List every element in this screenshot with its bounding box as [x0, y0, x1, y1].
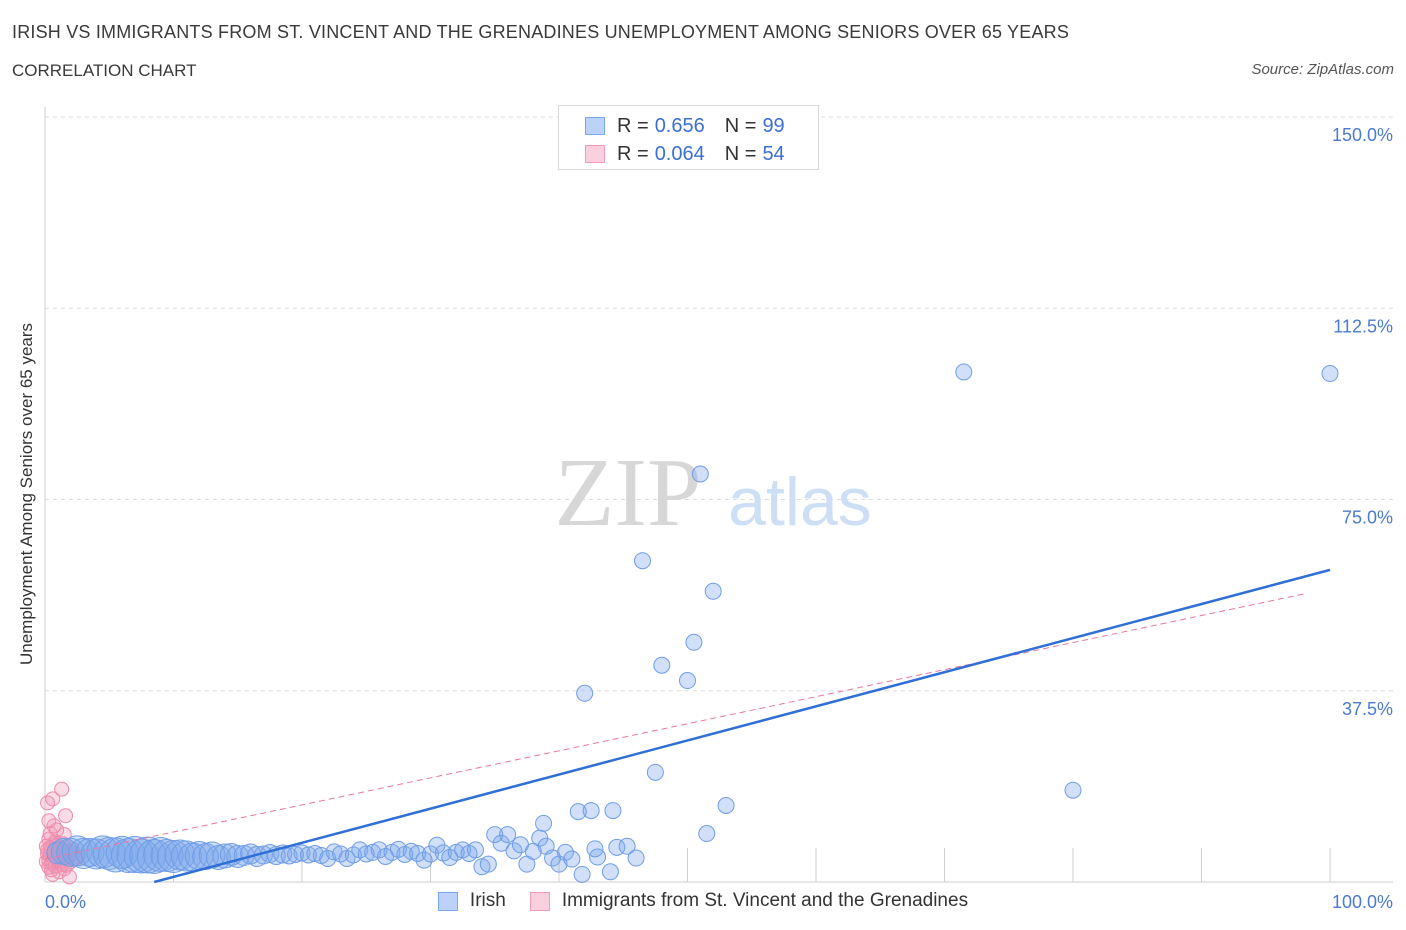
- irish-point: [143, 836, 179, 872]
- irish-point: [576, 684, 594, 702]
- y-tick-label: 112.5%: [1333, 316, 1393, 336]
- svg-point: [45, 791, 61, 807]
- irish-point: [280, 847, 298, 865]
- irish-point: [569, 803, 587, 821]
- irish-point: [573, 865, 591, 883]
- stats-row-svg: R = 0.064 N = 54: [585, 142, 791, 166]
- n-value: 54: [762, 142, 785, 165]
- irish-point: [170, 840, 202, 872]
- x-tick-label: 100.0%: [1332, 892, 1393, 912]
- irish-point: [499, 826, 517, 844]
- irish-point: [306, 844, 324, 862]
- irish-point: [409, 844, 427, 862]
- watermark-atlas: atlas: [728, 464, 872, 540]
- r-label: R =: [617, 114, 649, 137]
- irish-point: [653, 656, 671, 674]
- irish-point: [556, 843, 574, 861]
- source-note: Source: ZipAtlas.com: [1251, 61, 1394, 78]
- irish-point: [505, 842, 523, 860]
- tick-labels: 37.5% 75.0% 112.5% 150.0% 0.0% 100.0%: [45, 125, 1393, 912]
- y-tick-label: 150.0%: [1332, 125, 1393, 145]
- stats-row-irish: R = 0.656 N = 99: [585, 114, 791, 138]
- irish-point: [293, 844, 311, 862]
- irish-point: [582, 802, 600, 820]
- n-value: 99: [762, 114, 785, 137]
- irish-point: [601, 863, 619, 881]
- irish-point: [717, 797, 735, 814]
- svg-point: [41, 813, 57, 829]
- legend-item-svg[interactable]: Immigrants from St. Vincent and the Gren…: [529, 890, 969, 912]
- n-label: N =: [724, 114, 757, 137]
- svg-trend-line: [44, 593, 1305, 860]
- irish-point: [685, 633, 703, 651]
- r-label: R =: [617, 142, 649, 165]
- irish-point: [544, 849, 562, 867]
- irish-trend-line: [153, 568, 1331, 884]
- svg-swatch: [585, 145, 605, 163]
- svg-point: [58, 808, 74, 824]
- irish-point: [627, 849, 645, 867]
- stats-legend: R = 0.656 N = 99 R = 0.064 N = 54: [558, 105, 819, 170]
- r-value: 0.064: [654, 142, 705, 165]
- irish-point: [646, 763, 664, 781]
- svg-legend-swatch: [529, 891, 550, 911]
- chart-title: IRISH VS IMMIGRANTS FROM ST. VINCENT AND…: [12, 22, 1070, 42]
- irish-point: [1321, 365, 1339, 383]
- irish-point: [479, 855, 497, 873]
- irish-point: [370, 841, 388, 859]
- irish-point: [704, 582, 722, 600]
- axes: [44, 107, 1393, 883]
- irish-point: [698, 825, 716, 843]
- r-value: 0.656: [654, 114, 705, 137]
- series-legend: Irish Immigrants from St. Vincent and th…: [0, 890, 1406, 912]
- svg-point: [38, 838, 54, 854]
- irish-legend-swatch: [437, 891, 458, 911]
- irish-point: [634, 552, 652, 570]
- irish-point: [1064, 781, 1082, 799]
- watermark-zip: ZIP: [555, 439, 702, 547]
- n-label: N =: [724, 142, 757, 165]
- irish-point: [299, 846, 317, 864]
- irish-swatch: [585, 117, 605, 135]
- gridlines: [45, 116, 1393, 692]
- irish-point: [466, 841, 484, 859]
- irish-point: [415, 851, 433, 869]
- irish-point: [563, 850, 581, 868]
- irish-point: [618, 837, 636, 855]
- irish-point: [535, 814, 553, 832]
- y-tick-label: 37.5%: [1342, 699, 1393, 719]
- irish-point: [319, 850, 337, 868]
- irish-point: [679, 672, 696, 690]
- legend-item-irish[interactable]: Irish: [437, 890, 506, 912]
- irish-point: [955, 363, 973, 381]
- svg-point: [54, 781, 70, 797]
- irish-point: [287, 845, 305, 863]
- irish-point: [357, 845, 375, 863]
- series-irish-points: [46, 363, 1339, 883]
- legend-label-svg: Immigrants from St. Vincent and the Gren…: [561, 890, 969, 911]
- irish-point: [604, 802, 622, 820]
- watermark: ZIP atlas: [555, 439, 872, 547]
- chart-subtitle: CORRELATION CHART: [12, 61, 197, 80]
- series-svg-points: [38, 781, 86, 885]
- irish-point: [492, 834, 510, 852]
- svg-point: [61, 869, 77, 885]
- irish-point: [422, 845, 439, 863]
- irish-point: [486, 826, 504, 844]
- x-tick-label: 0.0%: [45, 892, 86, 912]
- trend-lines: [44, 568, 1331, 884]
- legend-label-irish: Irish: [469, 890, 506, 911]
- irish-point: [402, 842, 420, 860]
- y-tick-label: 75.0%: [1342, 508, 1393, 528]
- irish-point: [586, 840, 604, 858]
- irish-point: [691, 465, 709, 483]
